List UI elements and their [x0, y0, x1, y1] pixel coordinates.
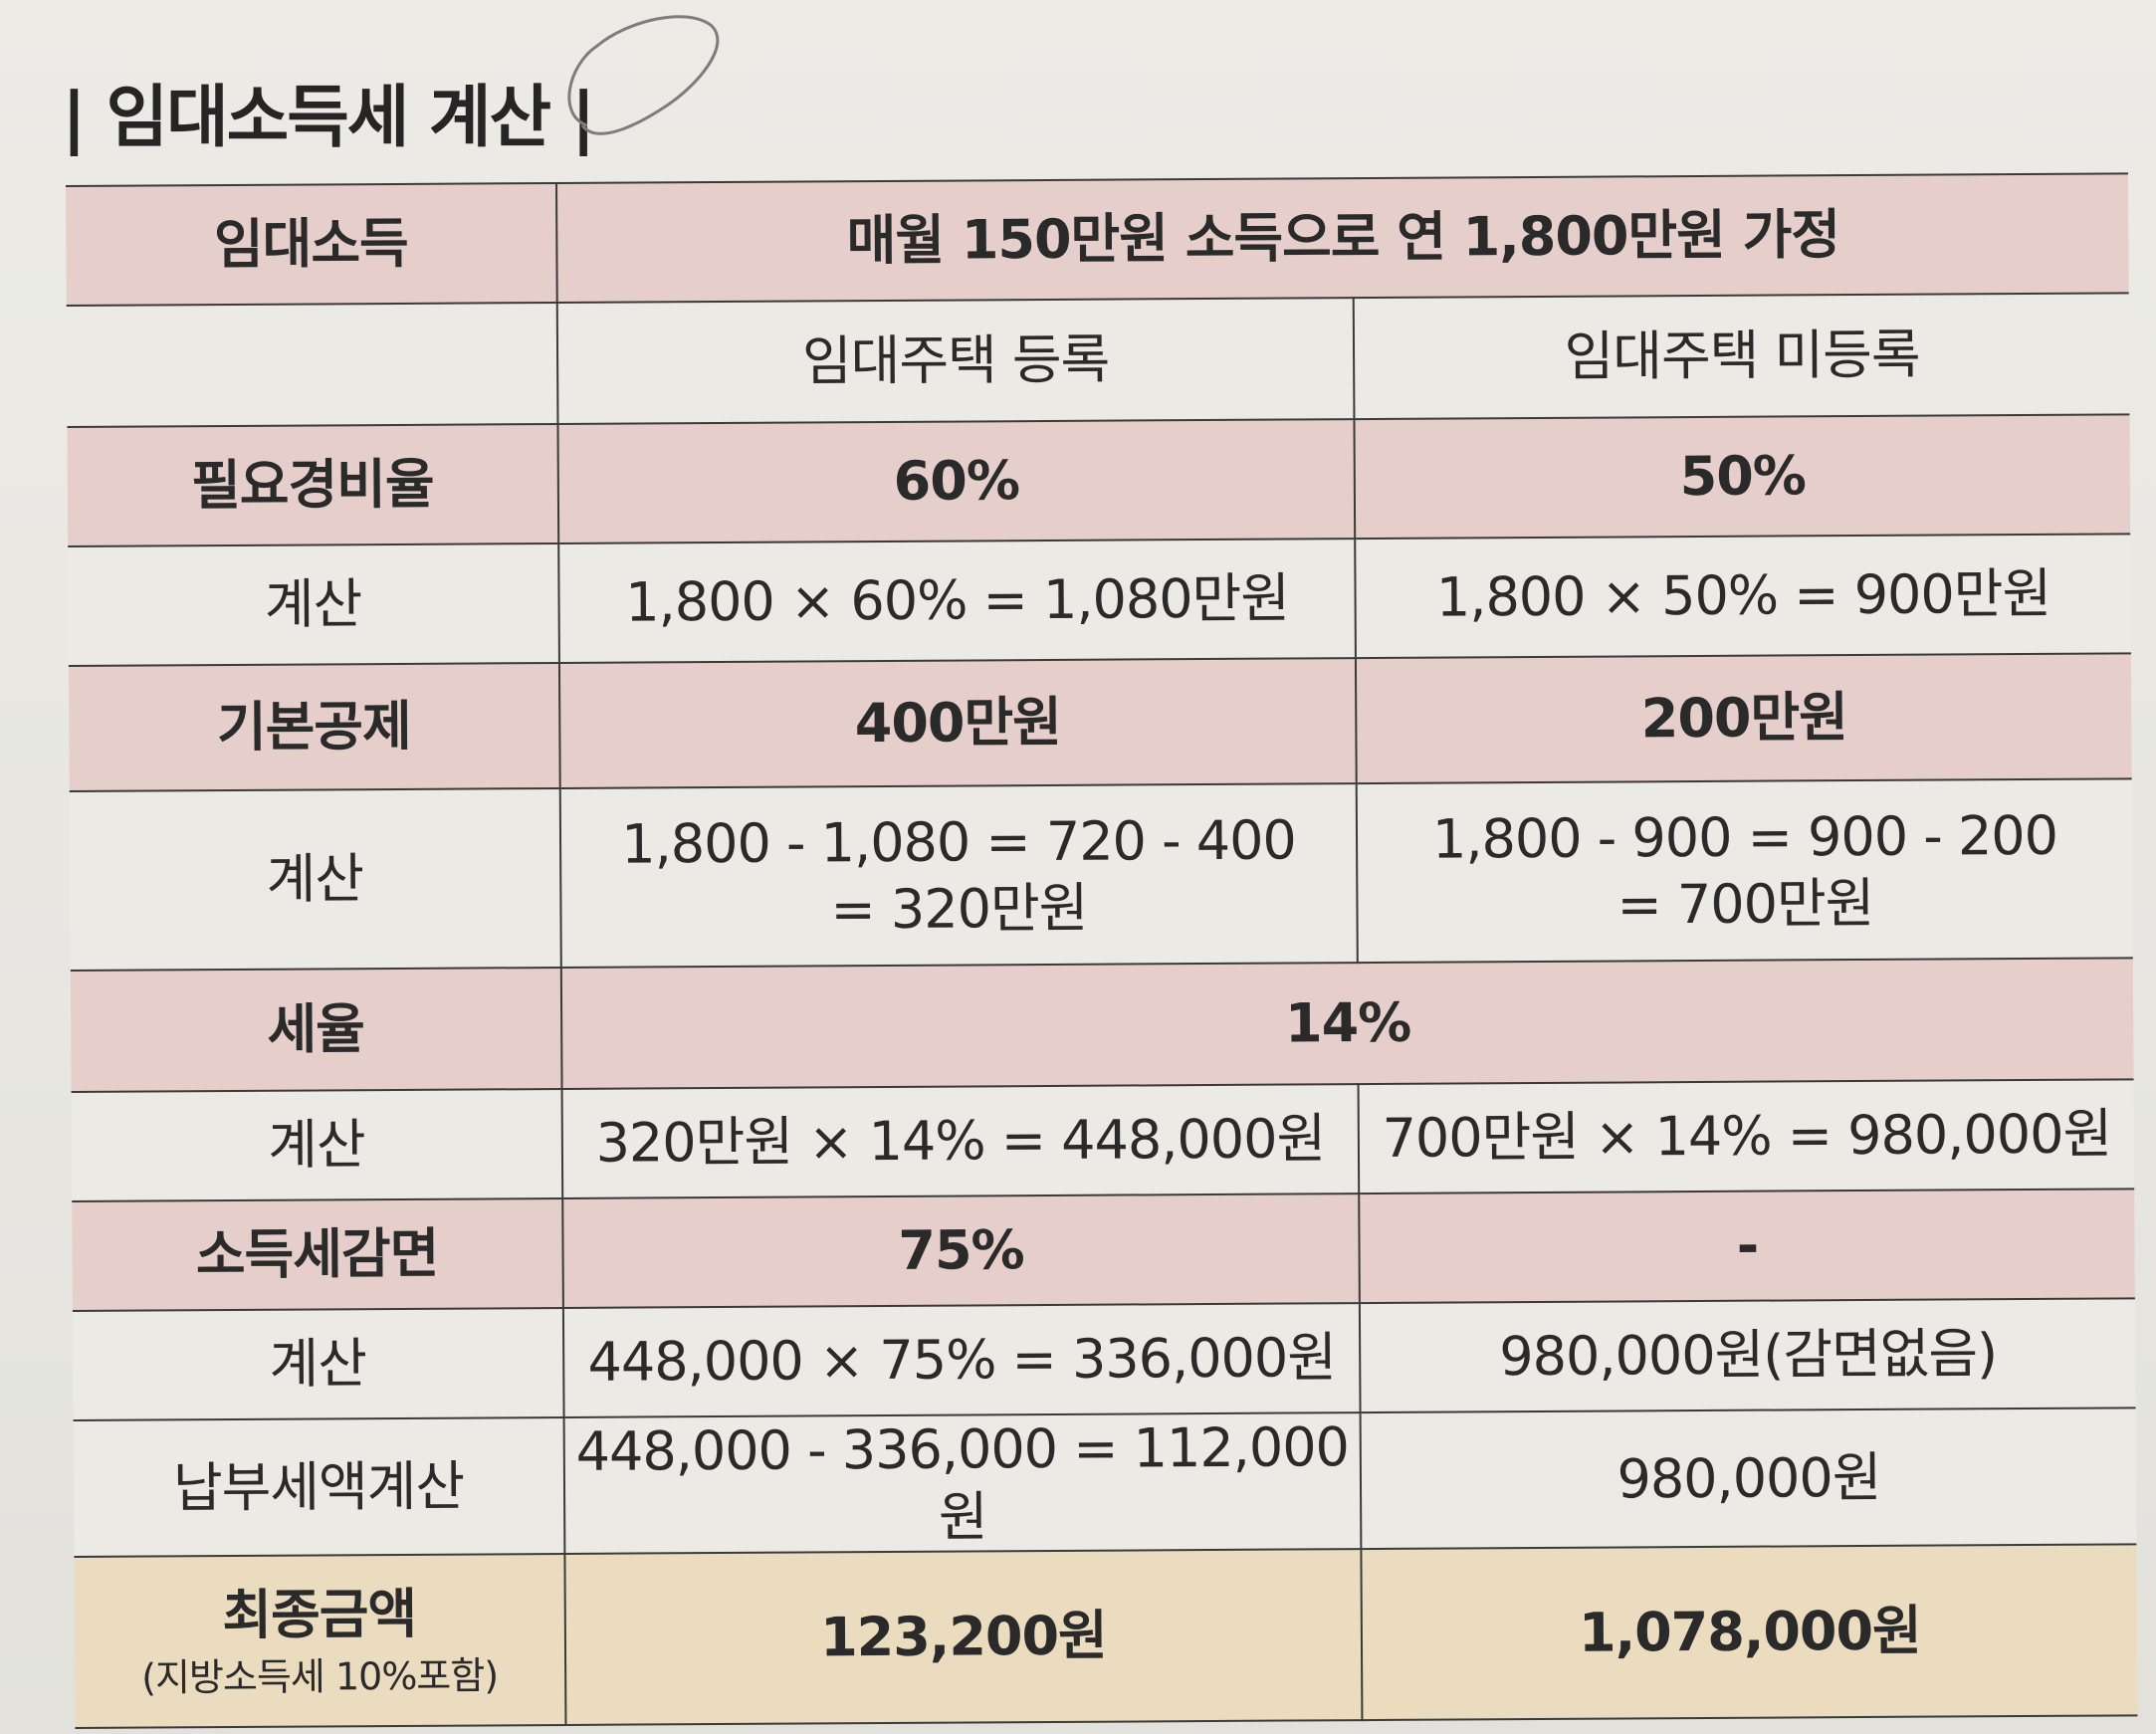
row-reduction-calc: 계산 448,000 × 75% = 336,000원 980,000원(감면없…	[72, 1298, 2136, 1420]
expense-calc-registered: 1,800 × 60% = 1,080만원	[558, 539, 1356, 663]
expense-calc-label: 계산	[68, 542, 559, 666]
deduction-calc-label: 계산	[69, 787, 561, 971]
tax-rate-value: 14%	[560, 958, 2134, 1089]
deduction-calc-registered-line2: = 320만원	[830, 876, 1088, 942]
pencil-circle-mark	[567, 15, 720, 135]
expense-ratio-label: 필요경비율	[67, 423, 559, 546]
tax-calc-registered: 320만원 × 14% = 448,000원	[561, 1084, 1360, 1198]
final-amount-label-cell: 최종금액 (지방소득세 10%포함)	[74, 1553, 566, 1728]
tax-reduction-label: 소득세감면	[72, 1197, 563, 1311]
reduction-calc-label: 계산	[72, 1307, 564, 1420]
final-amount-note: (지방소득세 10%포함)	[141, 1653, 499, 1700]
reduction-calc-registered: 448,000 × 75% = 336,000원	[562, 1303, 1361, 1417]
reduction-calc-unregistered: 980,000원(감면없음)	[1359, 1298, 2136, 1413]
tax-rate-label: 세율	[70, 967, 562, 1092]
row-income: 임대소득 매월 150만원 소득으로 연 1,800만원 가정	[66, 173, 2129, 306]
deduction-calc-unregistered-line2: = 700만원	[1617, 871, 1874, 937]
deduction-calc-unregistered-line1: 1,800 - 900 = 900 - 200	[1431, 803, 2058, 871]
rental-income-tax-table: 임대소득 매월 150만원 소득으로 연 1,800만원 가정 임대주택 등록 …	[66, 172, 2138, 1729]
payable-calc-label: 납부세액계산	[73, 1416, 565, 1557]
row-column-headers: 임대주택 등록 임대주택 미등록	[66, 293, 2130, 427]
deduction-calc-registered: 1,800 - 1,080 = 720 - 400 = 320만원	[559, 783, 1358, 968]
column-header-registered: 임대주택 등록	[556, 298, 1355, 424]
income-label: 임대소득	[66, 182, 557, 306]
tax-reduction-registered: 75%	[562, 1193, 1360, 1308]
deduction-calc-unregistered: 1,800 - 900 = 900 - 200 = 700만원	[1356, 778, 2133, 964]
basic-deduction-label: 기본공제	[68, 662, 560, 791]
row-tax-rate: 세율 14%	[70, 958, 2134, 1092]
final-amount-registered: 123,200원	[564, 1549, 1363, 1725]
row-tax-calc: 계산 320만원 × 14% = 448,000원 700만원 × 14% = …	[71, 1079, 2135, 1201]
basic-deduction-registered: 400만원	[558, 658, 1357, 788]
row-deduction-calc: 계산 1,800 - 1,080 = 720 - 400 = 320만원 1,8…	[69, 778, 2133, 971]
expense-ratio-registered: 60%	[557, 419, 1356, 543]
tax-calc-unregistered: 700만원 × 14% = 980,000원	[1358, 1079, 2135, 1194]
payable-calc-registered: 448,000 - 336,000 = 112,000원	[563, 1412, 1362, 1554]
payable-calc-unregistered: 980,000원	[1360, 1408, 2137, 1550]
tax-calc-label: 계산	[71, 1088, 563, 1201]
basic-deduction-unregistered: 200만원	[1355, 653, 2132, 784]
expense-ratio-unregistered: 50%	[1354, 414, 2131, 540]
page-title: | 임대소득세 계산 |	[62, 79, 596, 157]
final-amount-unregistered: 1,078,000원	[1361, 1544, 2138, 1721]
row-tax-reduction: 소득세감면 75% -	[72, 1189, 2135, 1311]
row-final-amount: 최종금액 (지방소득세 10%포함) 123,200원 1,078,000원	[74, 1544, 2138, 1728]
column-header-unregistered: 임대주택 미등록	[1353, 293, 2130, 420]
income-value: 매월 150만원 소득으로 연 1,800만원 가정	[555, 173, 2129, 303]
final-amount-label: 최종금액	[222, 1582, 417, 1646]
row-expense-calc: 계산 1,800 × 60% = 1,080만원 1,800 × 50% = 9…	[68, 534, 2131, 666]
empty-header-cell	[66, 302, 558, 427]
expense-calc-unregistered: 1,800 × 50% = 900만원	[1355, 534, 2131, 659]
row-basic-deduction: 기본공제 400만원 200만원	[68, 653, 2132, 791]
row-payable-calc: 납부세액계산 448,000 - 336,000 = 112,000원 980,…	[73, 1408, 2137, 1557]
row-expense-ratio: 필요경비율 60% 50%	[67, 414, 2131, 546]
deduction-calc-registered-line1: 1,800 - 1,080 = 720 - 400	[621, 807, 1296, 876]
tax-reduction-unregistered: -	[1359, 1189, 2135, 1304]
